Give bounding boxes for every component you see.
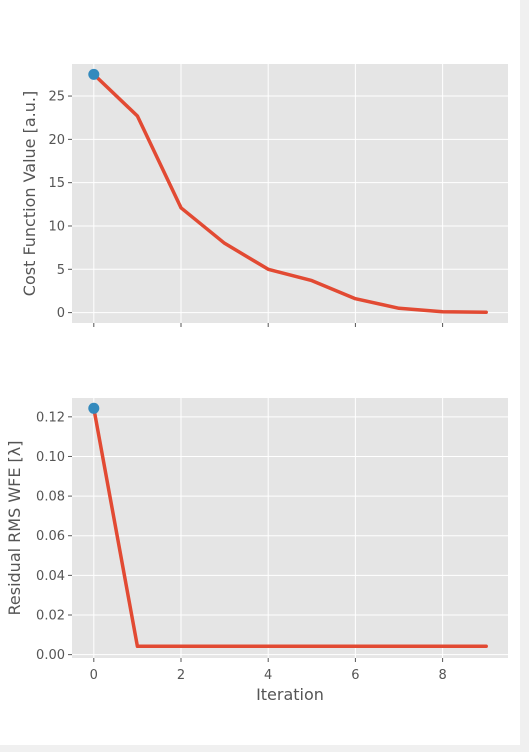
y-tick-label: 0.00 — [36, 648, 65, 663]
series-line — [92, 72, 488, 314]
y-tick-label: 5 — [57, 263, 65, 278]
plot-background — [72, 64, 508, 323]
scrollbar-track[interactable] — [520, 0, 529, 752]
y-tick-label: 0.06 — [36, 529, 65, 544]
figure-canvas: 0 5 10 15 20 25 Cost Function Value [a.u.] 0 2 4 6… — [0, 0, 520, 745]
y-axis-label: Residual RMS WFE [λ] — [5, 441, 24, 616]
y-tick-label: 0 — [57, 306, 65, 321]
x-tick-label: 6 — [351, 668, 359, 683]
y-tick-label: 0.02 — [36, 608, 65, 623]
chart-svg: 0 5 10 15 20 25 Cost Function Value [a.u.] 0 2 4 6… — [5, 64, 508, 704]
x-tick-label: 4 — [264, 668, 272, 683]
y-tick-label: 0.08 — [36, 490, 65, 505]
chart-panel-2: 0 2 4 6 8 0.00 0.02 0.04 0.06 0.08 0.10 0.12 Residua… — [5, 398, 508, 704]
start-point-marker — [88, 68, 100, 80]
x-tick-label: 8 — [438, 668, 446, 683]
y-tick-label: 10 — [48, 219, 65, 234]
x-tick-label: 2 — [177, 668, 185, 683]
y-tick-label: 0.10 — [36, 450, 65, 465]
y-tick-label: 0.04 — [36, 569, 65, 584]
x-tick-label: 0 — [90, 668, 98, 683]
x-axis-label: Iteration — [256, 685, 324, 704]
series-line — [92, 406, 488, 649]
y-tick-label: 0.12 — [36, 410, 65, 425]
y-axis-label: Cost Function Value [a.u.] — [20, 91, 39, 296]
start-point-marker — [88, 402, 100, 414]
chart-panel-1: 0 5 10 15 20 25 Cost Function Value [a.u.] — [20, 64, 508, 327]
y-tick-label: 15 — [48, 176, 65, 191]
y-tick-label: 25 — [48, 90, 65, 105]
y-tick-label: 20 — [48, 133, 65, 148]
